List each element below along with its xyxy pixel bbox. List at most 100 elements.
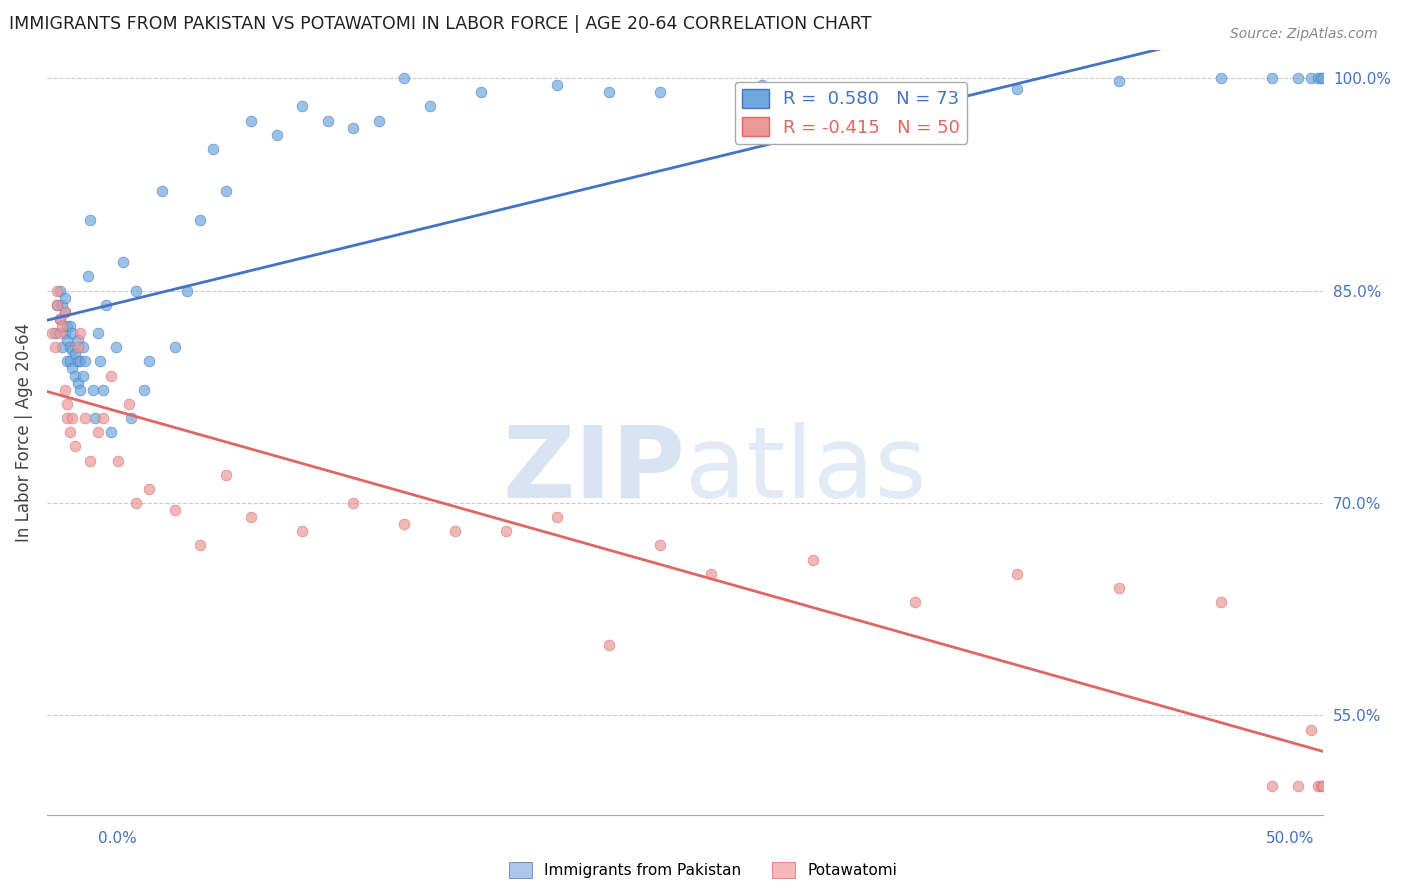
Point xyxy=(240,113,263,128)
Point xyxy=(87,425,110,440)
Point xyxy=(138,482,160,496)
Point xyxy=(138,354,160,368)
Point xyxy=(104,340,127,354)
Point xyxy=(648,539,671,553)
Point xyxy=(852,92,875,106)
Point xyxy=(63,347,86,361)
Point xyxy=(367,113,389,128)
Point xyxy=(91,411,114,425)
Point xyxy=(1308,779,1330,793)
Point xyxy=(648,85,671,99)
Point xyxy=(1312,71,1334,86)
Point xyxy=(56,318,79,333)
Point xyxy=(46,284,69,298)
Text: atlas: atlas xyxy=(685,422,927,519)
Point xyxy=(1286,71,1309,86)
Point xyxy=(48,326,70,340)
Point xyxy=(41,326,63,340)
Legend: Immigrants from Pakistan, Potawatomi: Immigrants from Pakistan, Potawatomi xyxy=(503,856,903,884)
Point xyxy=(470,85,492,99)
Point xyxy=(150,185,173,199)
Point xyxy=(1108,74,1130,88)
Point xyxy=(1299,723,1322,737)
Point xyxy=(214,185,236,199)
Point xyxy=(1005,82,1028,96)
Point xyxy=(62,326,84,340)
Point xyxy=(266,128,288,142)
Point xyxy=(48,284,70,298)
Point xyxy=(53,291,76,305)
Point xyxy=(1312,779,1334,793)
Point xyxy=(46,298,69,312)
Point xyxy=(46,298,69,312)
Point xyxy=(44,340,66,354)
Point xyxy=(125,284,148,298)
Point xyxy=(125,496,148,510)
Point xyxy=(94,298,117,312)
Point xyxy=(72,368,94,383)
Point xyxy=(53,305,76,319)
Point xyxy=(51,298,73,312)
Point xyxy=(100,425,122,440)
Point xyxy=(69,354,91,368)
Point xyxy=(48,312,70,326)
Point xyxy=(72,340,94,354)
Point xyxy=(1261,71,1284,86)
Point xyxy=(546,510,568,524)
Text: ZIP: ZIP xyxy=(502,422,685,519)
Point xyxy=(69,383,91,397)
Point xyxy=(63,439,86,453)
Point xyxy=(316,113,339,128)
Point xyxy=(53,305,76,319)
Point xyxy=(51,318,73,333)
Point xyxy=(1286,779,1309,793)
Point xyxy=(546,78,568,93)
Point xyxy=(1108,581,1130,595)
Point xyxy=(419,99,441,113)
Point xyxy=(751,78,773,93)
Legend: R =  0.580   N = 73, R = -0.415   N = 50: R = 0.580 N = 73, R = -0.415 N = 50 xyxy=(734,82,967,144)
Point xyxy=(394,71,416,86)
Point xyxy=(66,354,89,368)
Point xyxy=(59,318,82,333)
Point xyxy=(112,255,135,269)
Text: 0.0%: 0.0% xyxy=(98,831,138,846)
Point xyxy=(62,343,84,357)
Point xyxy=(1309,779,1331,793)
Point xyxy=(56,354,79,368)
Point xyxy=(59,425,82,440)
Point xyxy=(1211,71,1233,86)
Point xyxy=(117,397,139,411)
Point xyxy=(699,566,721,581)
Point xyxy=(1308,71,1330,86)
Point xyxy=(1309,71,1331,86)
Point xyxy=(79,453,101,467)
Point xyxy=(66,333,89,347)
Point xyxy=(801,552,824,566)
Point xyxy=(48,312,70,326)
Point xyxy=(201,142,224,156)
Point xyxy=(66,376,89,390)
Point xyxy=(56,397,79,411)
Point xyxy=(132,383,155,397)
Point xyxy=(394,517,416,532)
Point xyxy=(69,326,91,340)
Point xyxy=(1299,71,1322,86)
Point xyxy=(59,354,82,368)
Point xyxy=(163,340,186,354)
Text: 50.0%: 50.0% xyxy=(1267,831,1315,846)
Point xyxy=(62,411,84,425)
Point xyxy=(1312,779,1334,793)
Point xyxy=(75,411,97,425)
Point xyxy=(1261,779,1284,793)
Point xyxy=(1005,566,1028,581)
Point xyxy=(188,212,211,227)
Point xyxy=(59,340,82,354)
Point xyxy=(56,333,79,347)
Point xyxy=(176,284,198,298)
Point xyxy=(107,453,129,467)
Point xyxy=(87,326,110,340)
Point xyxy=(240,510,263,524)
Point xyxy=(84,411,107,425)
Point xyxy=(82,383,104,397)
